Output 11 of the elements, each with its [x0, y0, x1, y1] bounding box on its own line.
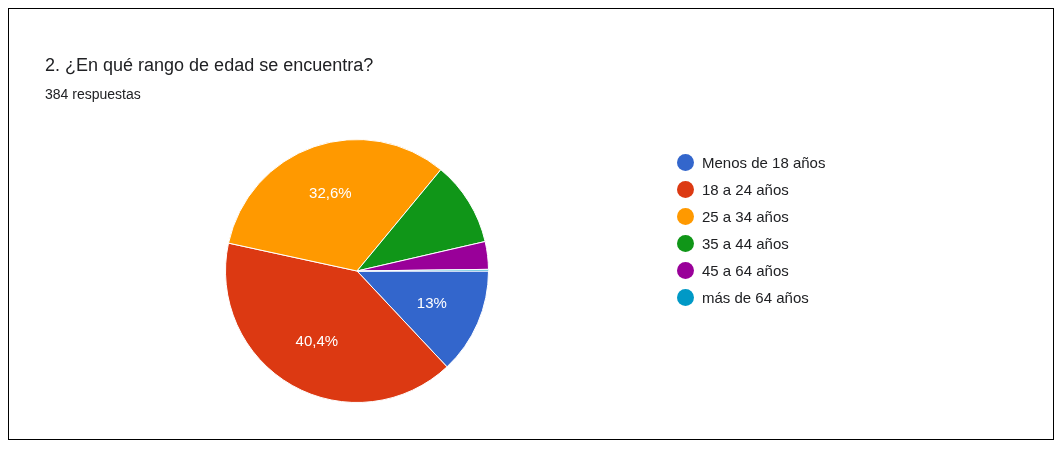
legend-label: 35 a 44 años [702, 235, 789, 252]
chart-title: 2. ¿En qué rango de edad se encuentra? [45, 55, 374, 76]
text: 384 respuestas [45, 86, 141, 102]
legend-label: 45 a 64 años [702, 262, 789, 279]
legend-label: Menos de 18 años [702, 154, 826, 171]
data-label: 40,4% [295, 332, 339, 350]
data-label: 13% [416, 293, 447, 311]
legend-label: 25 a 34 años [702, 208, 789, 225]
legend-label: 18 a 24 años [702, 181, 789, 198]
data-label: 32,6% [309, 184, 352, 202]
legend-label: más de 64 años [702, 289, 809, 306]
